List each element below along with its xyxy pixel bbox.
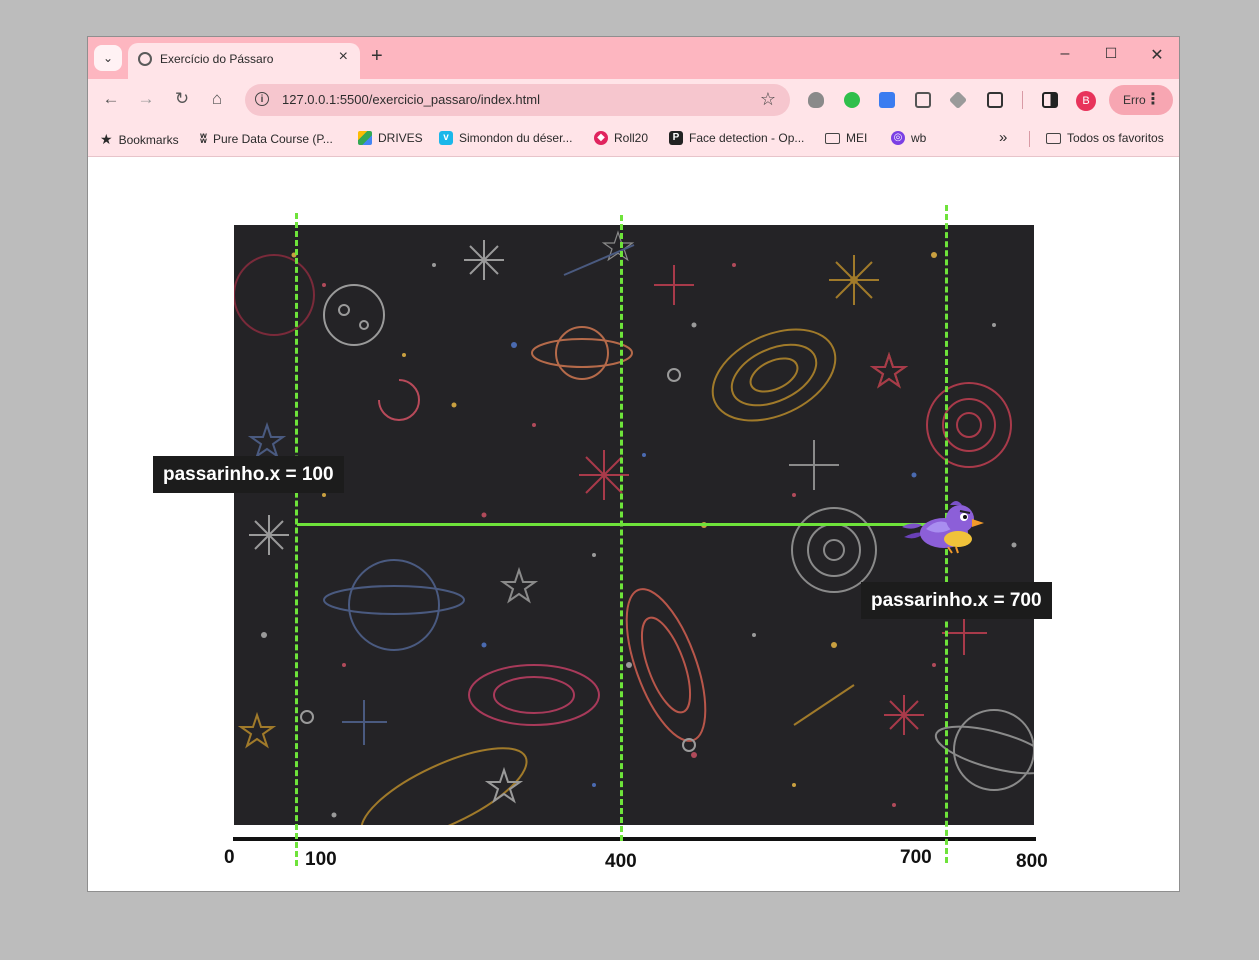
error-label: Erro bbox=[1123, 93, 1146, 107]
extensions-puzzle-icon[interactable] bbox=[987, 92, 1003, 108]
wb-icon: ◎ bbox=[891, 131, 905, 145]
tick-label-400: 400 bbox=[605, 851, 637, 872]
bookmarks-divider bbox=[1029, 131, 1030, 147]
space-background bbox=[234, 230, 1034, 825]
page-content: passarinho.x = 100 passarinho.x = 700 0 … bbox=[88, 157, 1179, 891]
chevron-down-icon: ⌄ bbox=[102, 51, 114, 65]
bookmark-item-puredata[interactable]: ʬ Pure Data Course (P... bbox=[200, 131, 333, 146]
bookmarks-bar: ★ Bookmarks ʬ Pure Data Course (P... DRI… bbox=[88, 121, 1179, 157]
spiral-doodle bbox=[791, 507, 877, 593]
bookmark-label: DRIVES bbox=[378, 131, 423, 145]
browser-window: ⌄ Exercício do Pássaro × + – ☐ ✕ ← → ↻ ⌂… bbox=[87, 36, 1180, 892]
vimeo-icon: v bbox=[439, 131, 453, 145]
all-favorites-folder[interactable]: Todos os favoritos bbox=[1046, 131, 1164, 145]
roll20-icon: ◆ bbox=[594, 131, 608, 145]
tab-exercicio-passaro[interactable]: Exercício do Pássaro × bbox=[128, 43, 360, 79]
spiral-doodle bbox=[926, 382, 1012, 468]
galaxy-doodle bbox=[711, 328, 837, 422]
globe-icon bbox=[138, 52, 152, 66]
star-dots bbox=[261, 252, 1017, 818]
tick-label-0: 0 bbox=[224, 847, 235, 868]
bookmark-item-face-detection[interactable]: P Face detection - Op... bbox=[669, 131, 804, 145]
side-panel-icon[interactable] bbox=[1042, 92, 1058, 108]
bookmark-label: Face detection - Op... bbox=[689, 131, 805, 145]
kebab-menu-icon: ⋮ bbox=[1145, 91, 1161, 108]
profile-avatar[interactable]: B bbox=[1076, 91, 1096, 111]
guide-line-400 bbox=[620, 215, 623, 841]
p-icon: P bbox=[669, 131, 683, 145]
bookmark-label: Bookmarks bbox=[118, 132, 179, 147]
tick-label-800: 800 bbox=[1016, 851, 1048, 872]
bookmark-item-roll20[interactable]: ◆ Roll20 bbox=[594, 131, 648, 145]
bug-extension-icon[interactable] bbox=[808, 92, 824, 108]
moon-doodle bbox=[323, 284, 385, 346]
green-extension-icon[interactable] bbox=[844, 92, 860, 108]
bookmark-label: wb bbox=[911, 131, 927, 145]
forward-button[interactable]: → bbox=[137, 89, 155, 108]
ringed-planet-doodle bbox=[531, 338, 633, 368]
tab-title: Exercício do Pássaro bbox=[160, 52, 274, 66]
bookmark-item-wb[interactable]: ◎ wb bbox=[891, 131, 926, 145]
close-window-button[interactable]: ✕ bbox=[1150, 47, 1164, 64]
tick-label-700: 700 bbox=[900, 847, 932, 868]
close-tab-icon[interactable]: × bbox=[338, 48, 348, 65]
guide-line-100 bbox=[295, 213, 298, 866]
google-drive-icon bbox=[358, 131, 372, 145]
address-bar[interactable]: i 127.0.0.1:5500/exercicio_passaro/index… bbox=[245, 84, 790, 116]
end-position-label: passarinho.x = 700 bbox=[861, 582, 1052, 619]
screenshot-extension-icon[interactable] bbox=[915, 92, 931, 108]
home-button[interactable]: ⌂ bbox=[211, 89, 223, 108]
bookmark-item-mei[interactable]: MEI bbox=[825, 131, 867, 145]
bookmarks-overflow-button[interactable]: » bbox=[999, 129, 1008, 146]
minimize-button[interactable]: – bbox=[1060, 45, 1070, 62]
tick-label-100: 100 bbox=[305, 849, 337, 870]
tag-extension-icon[interactable] bbox=[948, 90, 968, 110]
bookmark-label: Roll20 bbox=[614, 131, 649, 145]
translate-extension-icon[interactable] bbox=[879, 92, 895, 108]
x-axis-line bbox=[233, 837, 1036, 841]
url-text: 127.0.0.1:5500/exercicio_passaro/index.h… bbox=[282, 92, 540, 107]
bookmark-label: Pure Data Course (P... bbox=[212, 131, 333, 146]
bookmark-item-drives[interactable]: DRIVES bbox=[358, 131, 423, 145]
bookmark-item-bookmarks[interactable]: ★ Bookmarks bbox=[100, 131, 179, 148]
bookmark-star-icon[interactable]: ☆ bbox=[759, 89, 776, 109]
tab-bar: ⌄ Exercício do Pássaro × + – ☐ ✕ bbox=[88, 37, 1179, 79]
movement-line bbox=[297, 523, 947, 526]
tab-search-button[interactable]: ⌄ bbox=[94, 45, 122, 71]
back-button[interactable]: ← bbox=[102, 89, 120, 108]
error-button[interactable]: Erro ⋮ bbox=[1109, 85, 1173, 115]
puredata-icon: ʬ bbox=[200, 131, 207, 146]
all-favorites-label: Todos os favoritos bbox=[1067, 131, 1164, 145]
bookmark-item-simondon[interactable]: v Simondon du déser... bbox=[439, 131, 572, 145]
toolbar: ← → ↻ ⌂ i 127.0.0.1:5500/exercicio_passa… bbox=[88, 79, 1179, 121]
folder-icon bbox=[1046, 132, 1061, 144]
maximize-button[interactable]: ☐ bbox=[1104, 45, 1118, 61]
toolbar-divider bbox=[1022, 91, 1023, 109]
site-info-icon[interactable]: i bbox=[255, 92, 269, 106]
galaxy-doodle bbox=[468, 664, 600, 726]
folder-icon bbox=[825, 132, 840, 144]
reload-button[interactable]: ↻ bbox=[174, 89, 190, 108]
bookmark-label: MEI bbox=[846, 131, 868, 145]
bookmark-label: Simondon du déser... bbox=[459, 131, 573, 145]
start-position-label: passarinho.x = 100 bbox=[153, 456, 344, 493]
bird-sprite bbox=[902, 501, 984, 554]
star-icon: ★ bbox=[100, 131, 113, 147]
new-tab-button[interactable]: + bbox=[371, 45, 383, 67]
planet-doodle bbox=[348, 559, 440, 651]
